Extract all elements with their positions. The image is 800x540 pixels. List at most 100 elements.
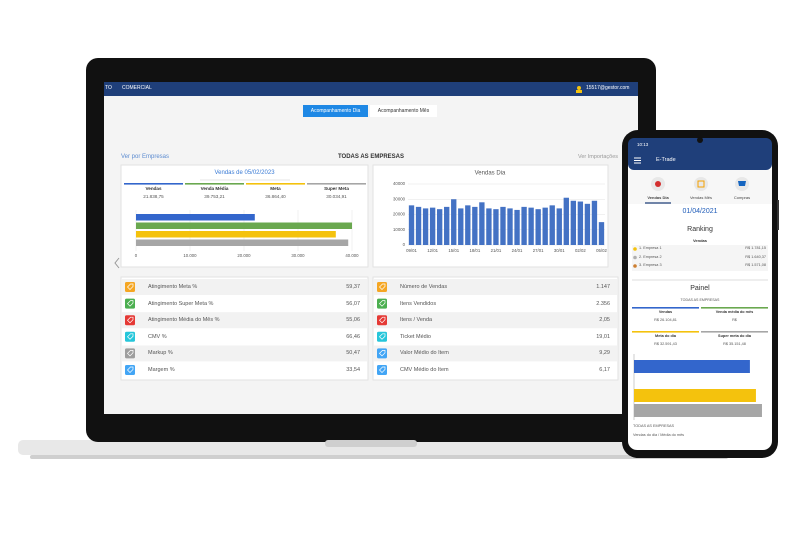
bar — [542, 207, 548, 245]
tag-glyph — [127, 316, 134, 324]
indicator-label: Número de Vendas — [400, 284, 448, 290]
section-title: TODAS AS EMPRESAS — [337, 154, 404, 160]
bar — [521, 206, 527, 245]
kpi-label: Super meta do dia — [718, 334, 751, 338]
x-tick-label: 20.000 — [237, 253, 251, 258]
ranking-subtitle: Vendas — [692, 238, 707, 243]
bar — [486, 208, 492, 245]
tab-label[interactable]: Vendas Mês — [689, 195, 712, 200]
bar — [444, 206, 450, 245]
tab[interactable]: Acompanhamento Dia — [303, 105, 368, 117]
nav-item[interactable]: TO — [105, 85, 112, 91]
bar — [136, 222, 352, 229]
y-tick-label: 10000 — [393, 227, 406, 232]
bar — [570, 200, 577, 245]
row-icon — [377, 365, 387, 375]
bar — [436, 209, 443, 245]
trophy-icon — [633, 247, 637, 251]
x-tick-label: 24/01 — [512, 248, 523, 253]
row-icon — [125, 331, 135, 342]
kpi-bar — [246, 183, 305, 185]
bar — [598, 222, 605, 245]
x-tick-label: 27/01 — [533, 248, 544, 253]
laptop-notch — [325, 440, 417, 447]
bar — [136, 239, 349, 246]
user-email: 15517@gestor.com — [586, 85, 630, 91]
link[interactable]: Ver Importações — [577, 154, 618, 160]
row-bg — [122, 345, 367, 362]
ranking-table — [632, 245, 768, 271]
bar — [549, 205, 555, 245]
y-tick-label: 20000 — [393, 212, 406, 217]
user-icon — [577, 86, 581, 90]
nav-item[interactable]: COMERCIAL — [122, 85, 152, 91]
app-title: E-Trade — [656, 157, 676, 163]
ranking-value: R$ 1.571,08 — [745, 263, 766, 267]
indicator-value: 2,05 — [599, 317, 610, 324]
tag-glyph — [379, 366, 386, 373]
tag-glyph — [379, 283, 386, 290]
tab-label[interactable]: Vendas Dia — [647, 195, 669, 200]
tab-icon-glyph — [655, 181, 661, 187]
row-bg — [122, 295, 367, 312]
indicator-label: Valor Médio do Item — [400, 350, 449, 357]
indicator-value: 2.356 — [596, 300, 610, 307]
indicator-value: 6,17 — [599, 367, 610, 373]
kpi-bar — [124, 183, 183, 185]
indicator-value: 59,37 — [346, 284, 360, 290]
trophy-icon — [633, 264, 637, 268]
tab-label[interactable]: Compras — [733, 195, 751, 200]
indicator-label: Ticket Médio — [400, 333, 431, 340]
kpi-value: R$ 32.591,43 — [654, 342, 677, 346]
bar — [507, 208, 513, 245]
date: 01/04/2021 — [682, 208, 718, 215]
bar — [584, 203, 591, 245]
bar — [556, 208, 562, 245]
indicator-label: Atingimento Meta % — [148, 284, 198, 290]
kpi-value: 21.838,75 — [143, 194, 164, 199]
indicator-label: Atingimento Média do Mês % — [148, 317, 220, 324]
indicator-value: 33,54 — [346, 367, 360, 373]
row-bg — [374, 295, 617, 312]
tag-glyph — [379, 350, 386, 357]
x-tick-label: 05/02 — [596, 248, 607, 253]
indicator-value: 1.147 — [596, 284, 610, 290]
kpi-value: 39.753,21 — [204, 194, 225, 199]
ranking-name: 3. Empresa 3 — [639, 263, 662, 267]
bar — [422, 208, 429, 245]
tab[interactable]: Acompanhamento Mês — [370, 105, 437, 117]
kpi-value: 36.864,40 — [265, 194, 286, 199]
y-tick-label: 0 — [403, 242, 406, 247]
kpi-label: Venda média do mês — [715, 310, 754, 314]
row-bg — [374, 279, 617, 295]
footer-title: TODAS AS EMPRESAS — [633, 424, 675, 428]
carousel-arrow[interactable] — [114, 257, 120, 269]
row-icon — [125, 298, 135, 309]
kpi-value: R$ 35.151,48 — [723, 342, 746, 346]
indicator-label: Itens / Venda — [400, 317, 433, 324]
indicator-value: 50,47 — [346, 350, 360, 357]
kpi-bar — [701, 307, 768, 309]
bar — [479, 202, 485, 245]
x-tick-label: 30/01 — [554, 248, 565, 253]
trophy-icon — [633, 255, 637, 260]
panel-title: Painel — [690, 285, 710, 292]
bar — [591, 200, 598, 245]
indicator-value: 66,46 — [346, 333, 360, 340]
bar — [493, 209, 499, 245]
kpi-value: 30.034,91 — [326, 194, 347, 199]
row-icon — [377, 282, 387, 292]
kpi-label: Meta do dia — [655, 334, 676, 338]
bar — [465, 205, 471, 245]
indicator-value: 56,07 — [346, 300, 360, 307]
row-bg — [122, 362, 367, 378]
indicator-label: CMV % — [148, 333, 167, 340]
bar — [472, 206, 478, 245]
link[interactable]: Ver por Empresas — [121, 154, 170, 160]
tag-glyph — [127, 333, 134, 340]
menu-icon[interactable] — [634, 157, 641, 164]
tag-glyph — [127, 366, 134, 373]
row-bg — [122, 279, 367, 295]
